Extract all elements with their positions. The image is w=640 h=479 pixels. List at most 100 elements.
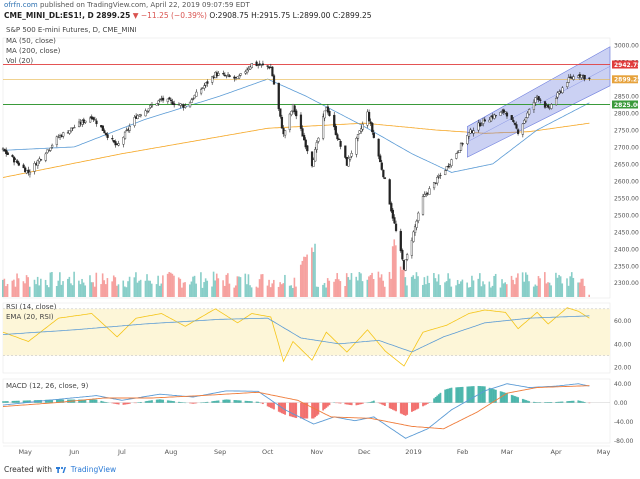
volume-bar <box>402 264 405 297</box>
macd-histogram-bar <box>493 389 496 403</box>
volume-bar <box>217 278 220 297</box>
volume-bar <box>458 283 461 297</box>
candle-down <box>505 112 509 117</box>
volume-bar <box>25 275 28 297</box>
volume-bar <box>517 273 519 297</box>
date-tick-label: Oct <box>262 448 274 456</box>
candle-down <box>277 82 280 110</box>
macd-histogram-bar <box>382 402 385 406</box>
candle-down <box>447 165 450 168</box>
volume-bar <box>277 286 280 297</box>
candle-down <box>111 138 114 140</box>
price-tick-label: 2550.00 <box>614 195 639 202</box>
volume-bar <box>528 281 530 297</box>
candle-up <box>459 142 463 151</box>
macd-histogram-bar <box>528 401 531 403</box>
candle-up <box>193 95 196 99</box>
candle-up <box>436 177 439 184</box>
macd-histogram-bar <box>436 395 439 403</box>
volume-bar <box>106 278 109 297</box>
candle-down <box>168 97 171 100</box>
candle-up <box>534 97 537 103</box>
site-name[interactable]: ofrfn.com <box>4 1 38 9</box>
volume-bar <box>135 272 137 297</box>
macd-histogram-bar <box>526 400 529 403</box>
price-level-badge-resistance <box>612 60 638 69</box>
candle-up <box>347 158 350 167</box>
price-level-badge-support <box>612 100 638 109</box>
candle-down <box>11 154 14 157</box>
volume-bar <box>38 285 41 297</box>
tradingview-link[interactable]: TradingView <box>70 465 117 474</box>
volume-bar <box>177 277 180 297</box>
macd-histogram-bar <box>461 386 464 403</box>
candle-up <box>84 120 87 123</box>
macd-histogram-bar <box>193 402 196 404</box>
volume-bar <box>580 278 583 297</box>
candle-up <box>425 193 428 195</box>
macd-histogram-bar <box>426 402 429 404</box>
volume-bar <box>279 282 281 297</box>
macd-histogram-bar <box>16 400 19 403</box>
volume-bar <box>357 280 359 297</box>
volume-bar <box>323 282 326 297</box>
macd-histogram-bar <box>323 402 326 410</box>
volume-bar <box>448 278 451 297</box>
macd-histogram-bar <box>534 402 537 403</box>
candle-up <box>428 188 431 195</box>
macd-histogram-bar <box>583 401 586 403</box>
volume-bar <box>51 271 53 297</box>
volume-bar <box>293 277 296 297</box>
volume-bar <box>410 276 413 297</box>
volume-bar <box>266 285 269 297</box>
candle-down <box>272 75 276 85</box>
macd-histogram-bar <box>506 393 508 403</box>
macd-histogram-bar <box>166 400 169 403</box>
volume-bar <box>537 276 540 297</box>
macd-histogram-bar <box>29 400 31 403</box>
volume-bar <box>488 281 491 297</box>
volume-bar <box>68 276 71 297</box>
volume-bar <box>369 275 372 297</box>
volume-bar <box>36 276 39 297</box>
candle-up <box>28 171 32 175</box>
candle-up <box>412 231 415 242</box>
macd-histogram-bar <box>227 399 229 403</box>
candle-down <box>368 112 371 122</box>
macd-histogram-bar <box>444 389 447 403</box>
macd-tick-label: -40.00 <box>614 419 634 426</box>
candle-up <box>490 116 493 122</box>
macd-histogram-bar <box>171 400 174 403</box>
candle-up <box>312 159 315 167</box>
macd-histogram-bar <box>151 400 153 403</box>
volume-bar <box>312 251 315 297</box>
macd-histogram-bar <box>178 401 180 403</box>
volume-bar <box>166 273 169 297</box>
candle-up <box>432 181 436 189</box>
volume-bar <box>162 275 164 297</box>
price-tick-label: 2750.00 <box>614 127 639 134</box>
volume-bar <box>366 279 369 297</box>
legend-rsi: RSI (14, close) <box>6 303 57 311</box>
candle-up <box>315 142 318 150</box>
macd-histogram-bar <box>301 402 304 419</box>
macd-histogram-bar <box>146 400 149 403</box>
macd-histogram-bar <box>24 400 27 403</box>
volume-bar <box>505 284 508 297</box>
candle-down <box>17 162 20 166</box>
volume-bar <box>466 282 468 297</box>
volume-bar <box>415 272 418 297</box>
candle-up <box>360 128 363 132</box>
macd-histogram-bar <box>406 402 409 415</box>
volume-bar <box>49 272 52 297</box>
volume-bar <box>306 254 308 297</box>
volume-bar <box>326 278 329 297</box>
candle-up <box>524 117 528 122</box>
candle-down <box>106 134 109 138</box>
macd-histogram-bar <box>347 402 350 405</box>
macd-histogram-bar <box>14 400 17 403</box>
volume-bar <box>211 286 213 297</box>
candle-up <box>472 130 475 134</box>
candle-down <box>401 249 404 260</box>
volume-bar <box>490 287 492 297</box>
